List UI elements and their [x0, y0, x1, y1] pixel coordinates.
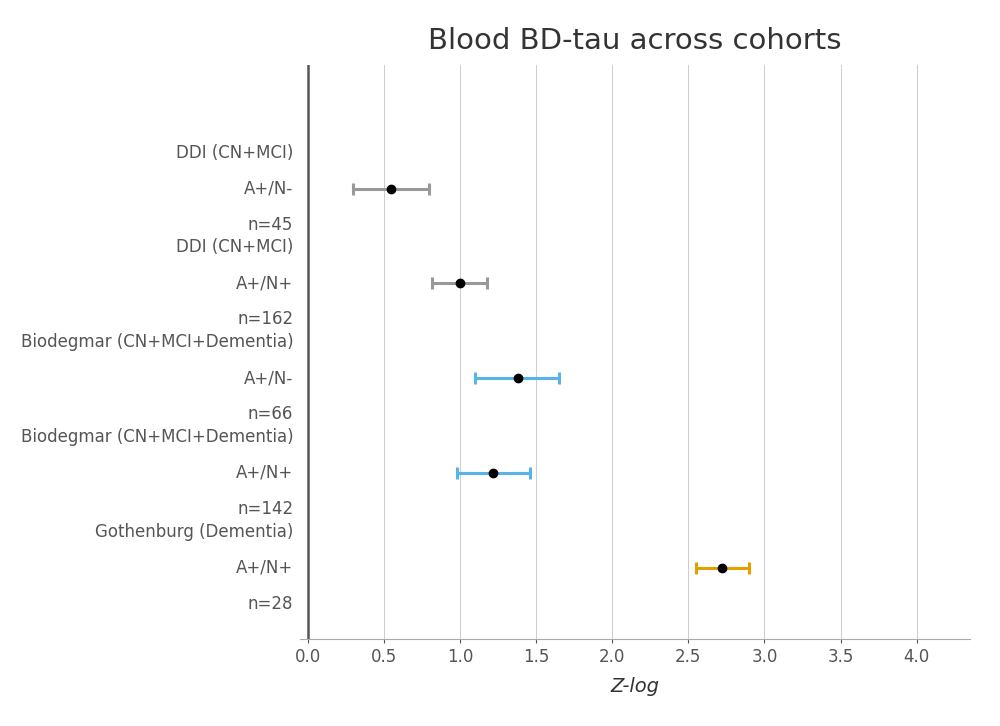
- Text: A+/N+: A+/N+: [236, 559, 293, 576]
- Text: n=66: n=66: [248, 405, 293, 423]
- Text: A+/N-: A+/N-: [244, 370, 293, 387]
- Text: n=28: n=28: [248, 595, 293, 613]
- Title: Blood BD-tau across cohorts: Blood BD-tau across cohorts: [428, 27, 842, 54]
- Text: DDI (CN+MCI): DDI (CN+MCI): [176, 238, 293, 256]
- Text: Biodegmar (CN+MCI+Dementia): Biodegmar (CN+MCI+Dementia): [21, 428, 293, 446]
- Text: n=45: n=45: [248, 216, 293, 234]
- X-axis label: Z-log: Z-log: [610, 677, 660, 696]
- Text: A+/N+: A+/N+: [236, 274, 293, 293]
- Text: A+/N-: A+/N-: [244, 179, 293, 197]
- Text: Gothenburg (Dementia): Gothenburg (Dementia): [95, 523, 293, 541]
- Text: Biodegmar (CN+MCI+Dementia): Biodegmar (CN+MCI+Dementia): [21, 333, 293, 351]
- Text: n=142: n=142: [237, 500, 293, 518]
- Text: A+/N+: A+/N+: [236, 464, 293, 482]
- Text: DDI (CN+MCI): DDI (CN+MCI): [176, 144, 293, 162]
- Text: n=162: n=162: [237, 311, 293, 328]
